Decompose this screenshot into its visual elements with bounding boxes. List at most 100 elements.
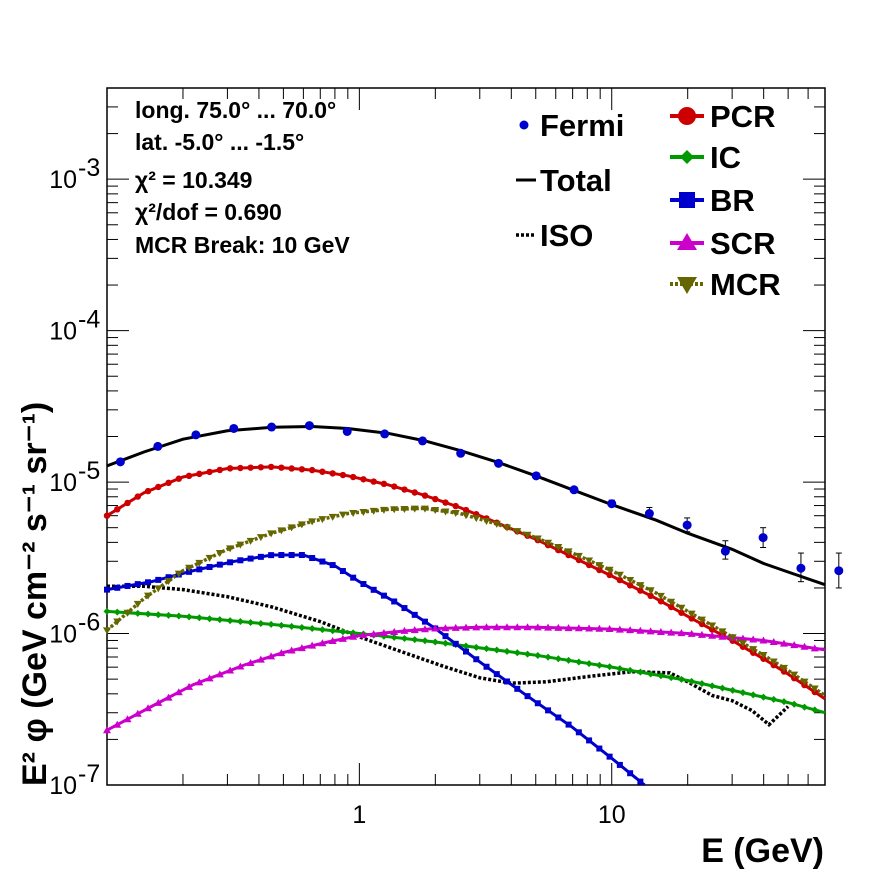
scr-marker [205,674,214,682]
iso-curve [107,584,790,728]
mcr-marker [533,535,542,543]
scr-marker [390,627,399,635]
br-marker [493,671,500,678]
pcr-marker [226,465,234,472]
ic-marker [759,693,767,701]
mcr-marker [810,685,819,693]
ic-marker [688,677,696,685]
pcr-marker [339,471,347,479]
pcr-marker [442,499,449,506]
scr-marker [503,623,512,631]
pcr-marker [103,512,111,519]
ic-marker [195,614,203,622]
y-tick-label: 10 [49,318,77,346]
br-marker [278,552,285,559]
legend-marker-mcr [677,277,697,294]
ic-marker [400,635,408,643]
ic-marker [206,615,214,623]
mcr-marker [636,582,645,590]
mcr-marker [420,505,429,513]
legend-label-total: Total [540,163,612,198]
mcr-marker [759,652,768,660]
y-tick-label-exponent: -4 [78,306,100,334]
fermi-point [456,448,466,458]
y-axis-label: E² φ (GeV cm⁻² s⁻¹ sr⁻¹) [16,402,54,786]
mcr-marker [472,515,481,523]
scr-marker [441,624,450,632]
mcr-marker [451,509,460,517]
mcr-marker [287,524,296,532]
pcr-marker [667,603,675,611]
scr-marker [738,634,747,642]
ic-marker [667,674,675,682]
ic-marker [513,649,521,657]
scr-marker [492,623,501,631]
y-tick-label-exponent: -3 [78,154,100,182]
scr-marker [103,726,111,734]
ic-marker [134,609,142,617]
scr-marker [164,693,173,701]
scr-marker [697,630,706,638]
ic-marker [657,672,665,680]
br-marker [288,552,295,559]
ic-marker [595,661,603,669]
br-marker [555,714,562,721]
ic-marker [411,636,419,644]
legend-marker-pcr [678,107,696,125]
scr-marker [113,720,122,728]
ic-marker [585,660,593,668]
scr-marker [451,623,460,631]
mcr-marker [564,548,573,556]
pcr-marker [144,487,152,495]
legend-label-br: BR [710,183,755,218]
scr-marker [144,704,153,712]
mcr-marker [318,516,327,524]
y-tick-label: 10 [49,621,77,649]
fermi-point [115,457,125,467]
scr-marker [615,625,624,633]
legend-marker-ic [680,150,694,164]
pcr-marker [175,475,182,482]
fermi-point [304,421,314,431]
ic-marker [267,620,275,628]
ic-marker [708,682,716,690]
ic-marker [257,619,265,627]
mcr-marker [185,564,194,572]
ic-marker [739,689,747,697]
mcr-marker [154,585,163,593]
ic-marker [626,666,634,674]
mcr-marker [113,618,122,626]
scr-marker [585,624,594,632]
pcr-marker [114,506,121,513]
fermi-point [607,499,617,509]
scr-marker [626,626,635,634]
br-marker [524,693,531,700]
x-axis-label: E (GeV) [701,832,824,870]
scr-marker [185,682,194,690]
pcr-marker [185,472,193,480]
ic-marker [524,650,532,658]
br-marker [514,685,521,692]
ic-marker [800,703,808,711]
scr-marker [420,625,429,633]
scr-marker [236,662,245,670]
legend-label-fermi: Fermi [540,108,624,143]
pcr-marker [585,561,593,569]
ic-marker [718,684,726,692]
br-marker [452,640,459,647]
br-marker [339,568,346,575]
mcr-marker [236,541,245,549]
mcr-marker [503,524,512,532]
fermi-point [342,426,352,436]
pcr-marker [155,483,162,491]
ic-marker [236,618,244,626]
mcr-marker [790,671,799,679]
ic-marker [308,625,316,633]
ic-marker [698,680,706,688]
mcr-marker [144,592,153,600]
mcr-marker [164,578,173,586]
br-marker [360,580,367,587]
mcr-marker [769,658,778,666]
ic-marker [790,700,798,708]
